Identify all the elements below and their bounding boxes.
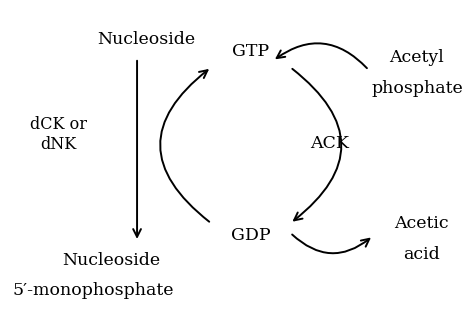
- Text: acid: acid: [403, 246, 440, 263]
- Text: phosphate: phosphate: [371, 80, 463, 97]
- Text: Acetic: Acetic: [394, 215, 448, 232]
- Text: dCK or
dNK: dCK or dNK: [30, 116, 87, 153]
- Text: Acetyl: Acetyl: [390, 49, 444, 66]
- Text: GTP: GTP: [232, 43, 269, 60]
- Text: ACK: ACK: [310, 135, 349, 152]
- Text: Nucleoside: Nucleoside: [62, 252, 160, 269]
- Text: Nucleoside: Nucleoside: [97, 31, 195, 48]
- Text: GDP: GDP: [231, 227, 271, 244]
- Text: 5′-monophosphate: 5′-monophosphate: [13, 282, 174, 299]
